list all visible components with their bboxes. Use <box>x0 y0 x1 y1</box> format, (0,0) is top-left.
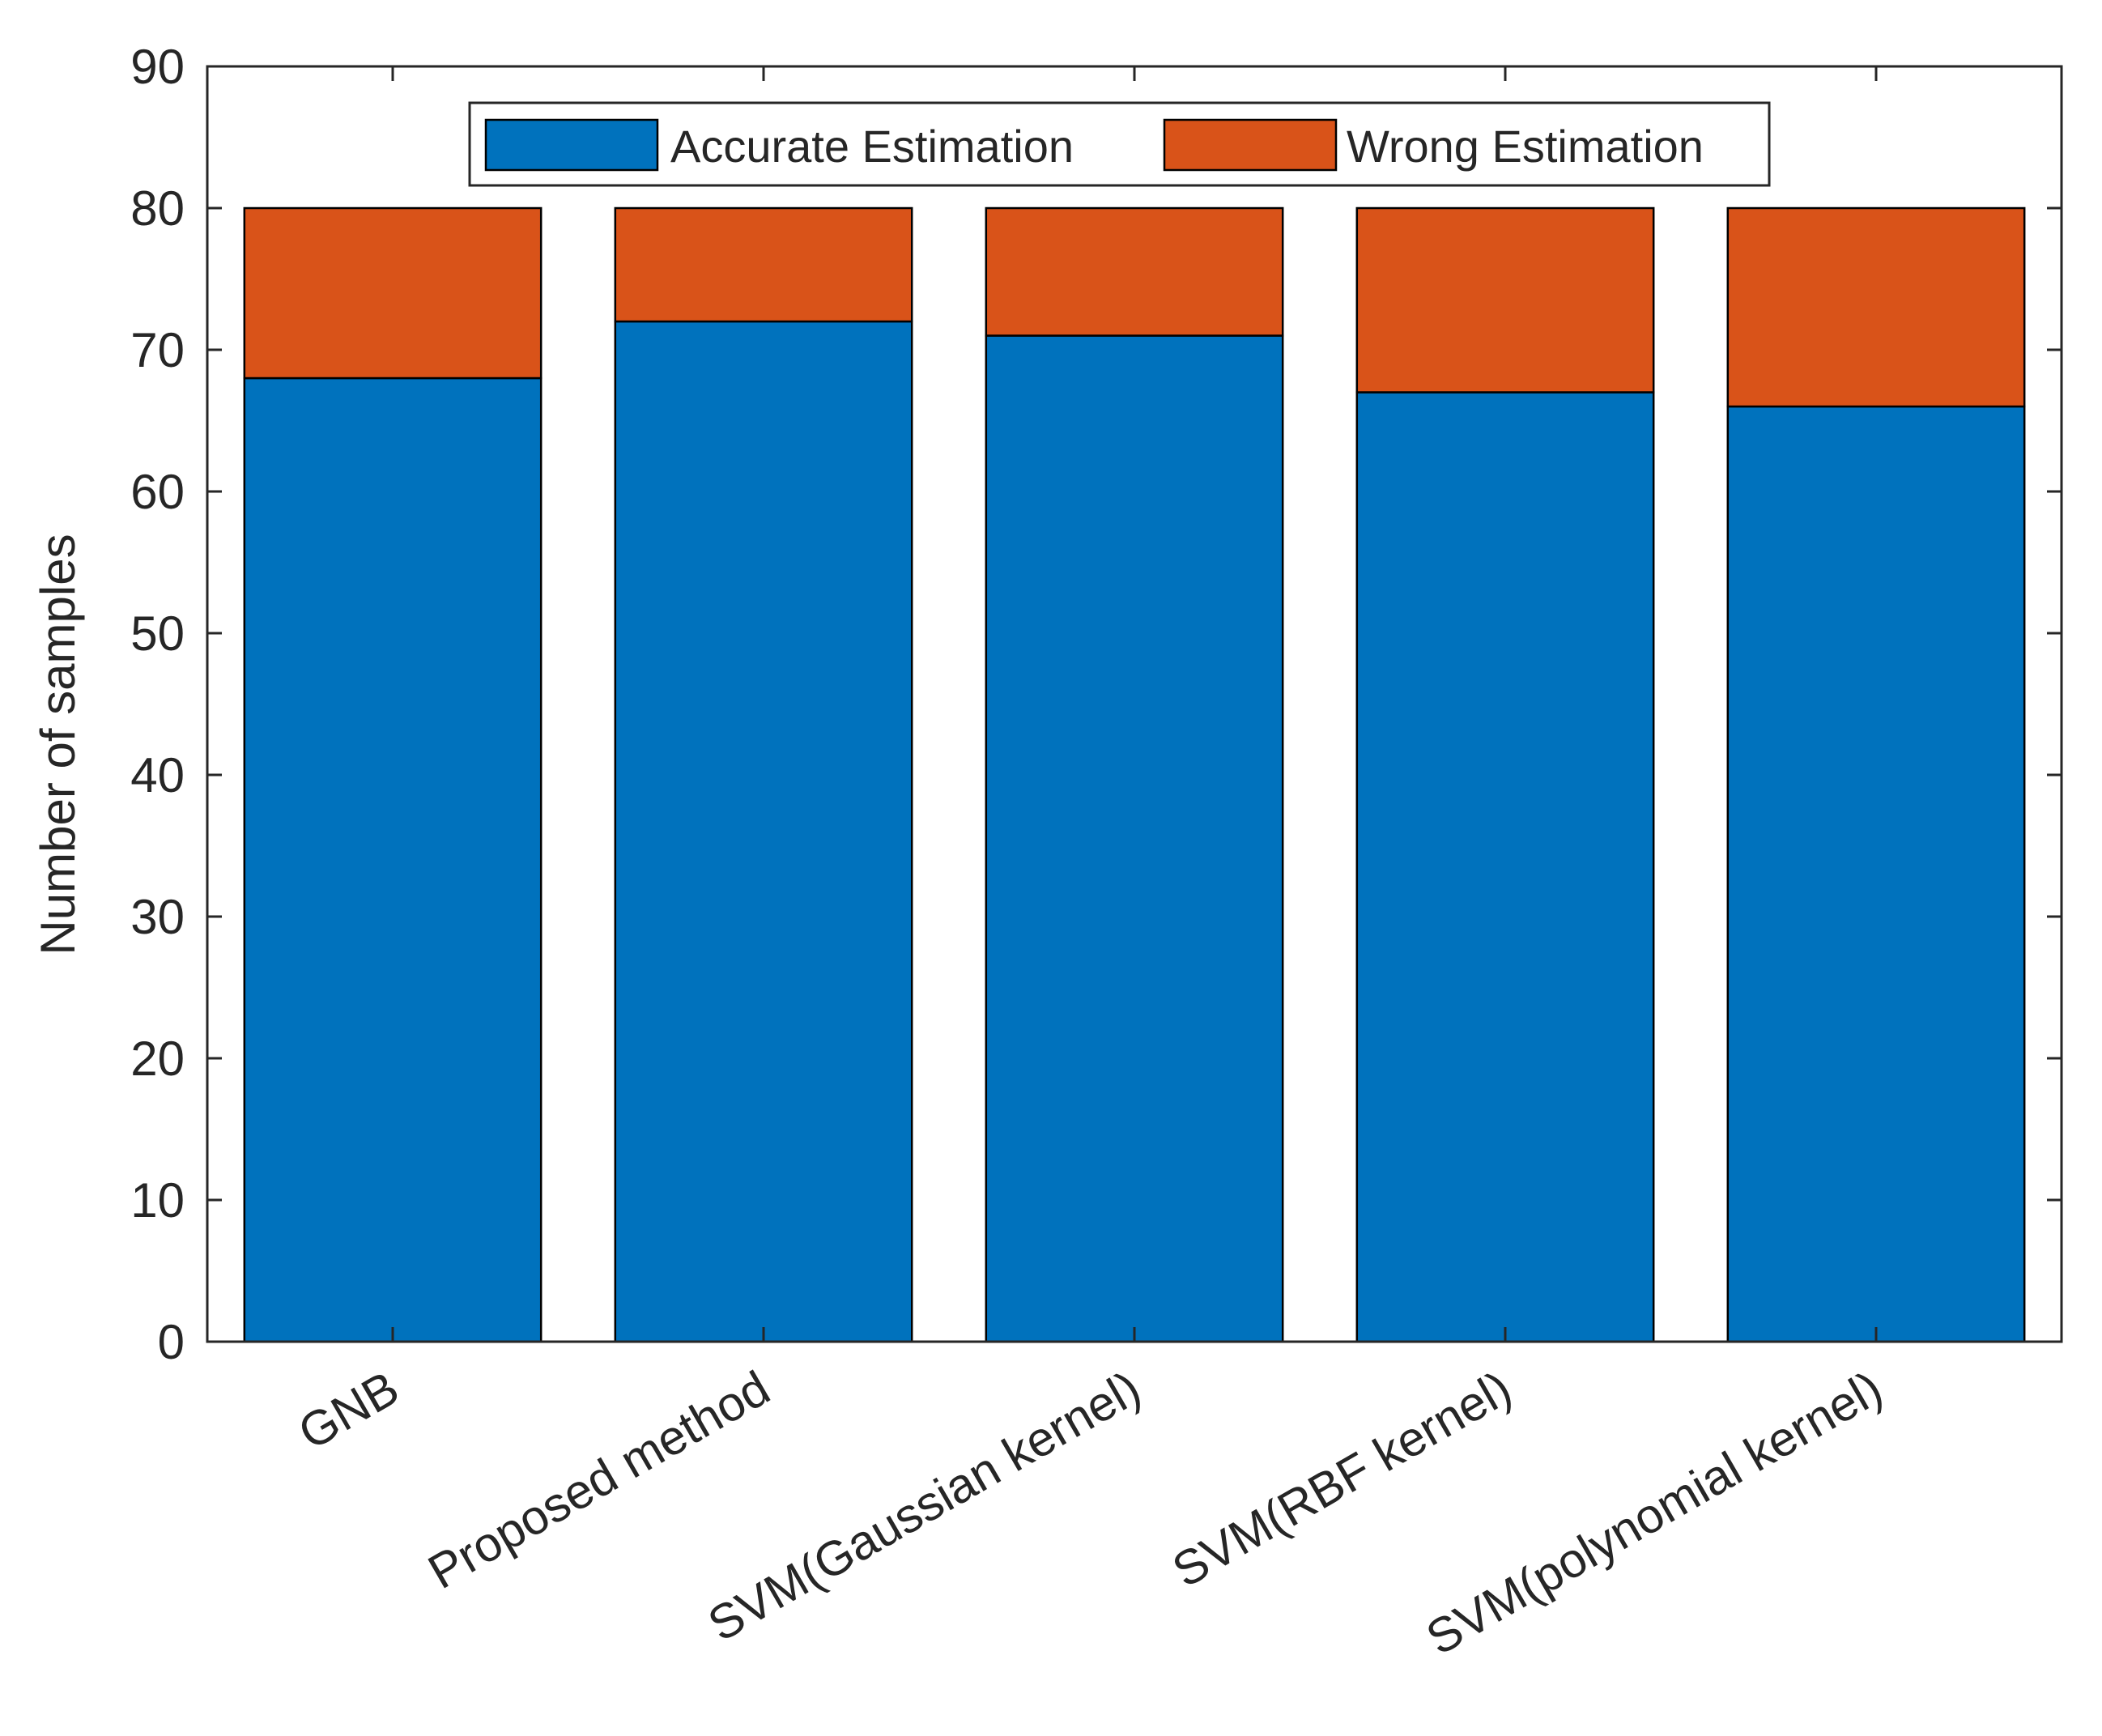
y-tick-label: 90 <box>130 40 185 94</box>
y-axis-label: Number of samples <box>31 534 85 955</box>
x-tick-label: Proposed method <box>419 1360 779 1599</box>
y-tick-label: 20 <box>130 1032 185 1086</box>
y-tick-label: 10 <box>130 1173 185 1228</box>
legend: Accurate Estimation Wrong Estimation <box>468 101 1771 187</box>
x-tick-label: SVM(RBF kernel) <box>1164 1360 1521 1598</box>
y-ticks-group: 0 10 20 30 40 50 60 70 80 90 <box>130 40 2062 1369</box>
bar-wrong-1 <box>614 206 913 323</box>
bar-accurate-3 <box>1355 391 1655 1343</box>
y-tick-label: 30 <box>130 890 185 944</box>
legend-label-accurate: Accurate Estimation <box>670 121 1074 172</box>
y-tick-label: 60 <box>130 465 185 519</box>
x-tick-label: GNB <box>289 1360 407 1460</box>
y-tick-label: 70 <box>130 323 185 377</box>
bar-wrong-2 <box>985 206 1284 337</box>
bar-accurate-1 <box>614 320 913 1343</box>
bars-group <box>243 206 2026 1343</box>
bar-accurate-2 <box>985 334 1284 1343</box>
y-tick-label: 0 <box>158 1315 185 1369</box>
bar-wrong-3 <box>1355 206 1655 394</box>
bar-accurate-4 <box>1726 405 2026 1343</box>
bar-accurate-0 <box>243 377 543 1343</box>
legend-swatch-wrong <box>1163 118 1338 172</box>
y-tick-label: 40 <box>130 748 185 802</box>
legend-label-wrong: Wrong Estimation <box>1347 121 1704 172</box>
bar-wrong-0 <box>243 206 543 380</box>
bar-wrong-4 <box>1726 206 2026 408</box>
legend-box <box>468 101 1771 187</box>
y-tick-label: 80 <box>130 181 185 236</box>
y-tick-label: 50 <box>130 606 185 661</box>
legend-swatch-accurate <box>484 118 659 172</box>
